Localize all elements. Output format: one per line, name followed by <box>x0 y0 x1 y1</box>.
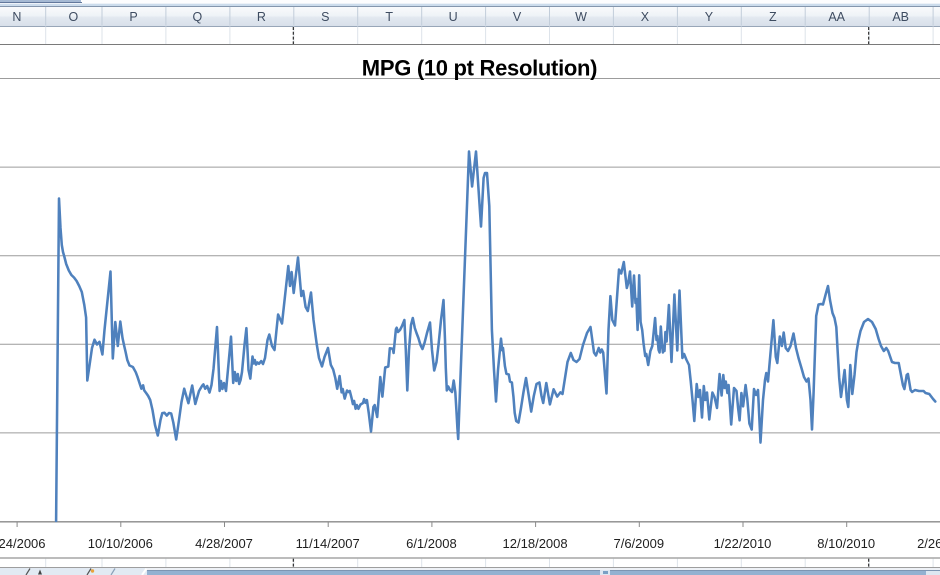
svg-text:11/14/2007: 11/14/2007 <box>296 536 360 551</box>
svg-text:T: T <box>385 10 393 24</box>
svg-text:R: R <box>257 10 266 24</box>
svg-text:9/24/2006: 9/24/2006 <box>0 536 46 551</box>
svg-text:W: W <box>575 10 587 24</box>
svg-text:4/28/2007: 4/28/2007 <box>195 536 253 551</box>
svg-text:6/1/2008: 6/1/2008 <box>406 536 457 551</box>
svg-text:N: N <box>12 10 21 24</box>
svg-text:10/10/2006: 10/10/2006 <box>88 536 153 551</box>
svg-text:P: P <box>129 10 137 24</box>
svg-text:AB: AB <box>892 10 909 24</box>
svg-text:MPG (10 pt Resolution): MPG (10 pt Resolution) <box>362 56 597 81</box>
svg-text:7/6/2009: 7/6/2009 <box>613 536 664 551</box>
svg-text:1/22/2010: 1/22/2010 <box>714 536 772 551</box>
svg-text:2/26/2011: 2/26/2011 <box>917 536 940 551</box>
svg-text:O: O <box>69 10 79 24</box>
svg-text:V: V <box>513 10 522 24</box>
svg-text:Z: Z <box>769 10 777 24</box>
svg-text:Y: Y <box>705 10 714 24</box>
svg-text:Q: Q <box>193 10 203 24</box>
svg-text:12/18/2008: 12/18/2008 <box>503 536 568 551</box>
svg-text:U: U <box>449 10 458 24</box>
svg-text:8/10/2010: 8/10/2010 <box>817 536 875 551</box>
svg-text:X: X <box>641 10 650 24</box>
svg-text:AA: AA <box>828 10 845 24</box>
svg-text:S: S <box>321 10 329 24</box>
